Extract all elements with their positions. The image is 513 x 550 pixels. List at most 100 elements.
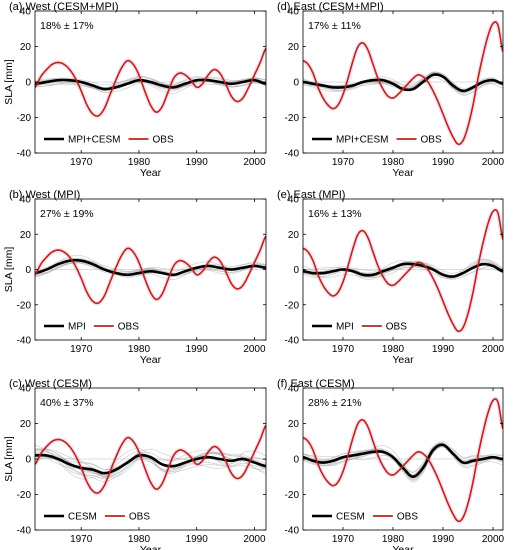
legend: MPI OBS (309, 317, 437, 334)
y-tick-label: 0 (293, 78, 299, 89)
legend-label-model: MPI (68, 322, 86, 333)
y-tick-label: -20 (17, 113, 32, 124)
ensemble-member-line (303, 445, 503, 477)
x-tick-label: 2000 (243, 344, 266, 355)
panel-c: 1970 1980 1990 2000 -40 -20 0 20 40 Year SLA [mm] (… (3, 378, 267, 550)
y-tick-label: -20 (17, 490, 32, 501)
x-tick-label: 2000 (243, 534, 266, 545)
panel-b: 1970 1980 1990 2000 -40 -20 0 20 40 Year SLA [mm] (… (3, 189, 267, 366)
y-axis-label: SLA [mm] (3, 436, 15, 482)
x-tick-label: 1970 (70, 534, 93, 545)
series-line-cesm (35, 453, 266, 475)
ensemble-member-line (303, 72, 503, 96)
legend-label-obs: OBS (421, 135, 442, 146)
series-line-cesm (303, 443, 503, 479)
x-tick-label: 1990 (186, 534, 209, 545)
y-tick-label: -20 (17, 300, 32, 311)
panel-title: (f) East (CESM) (277, 378, 355, 390)
x-axis-label: Year (392, 167, 414, 179)
x-tick-label: 1970 (70, 344, 93, 355)
y-tick-label: 40 (288, 384, 300, 395)
x-tick-label: 1980 (382, 344, 405, 355)
series-line-obs (303, 398, 503, 523)
series-line-obs (35, 47, 266, 117)
x-tick-label: 1990 (432, 157, 455, 168)
y-tick-label: 40 (20, 384, 32, 395)
obs-halo (303, 19, 503, 147)
series-line-mpi-cesm (35, 78, 266, 91)
legend-label-obs: OBS (397, 512, 418, 523)
y-tick-label: -40 (17, 336, 32, 347)
panel-d: 1970 1980 1990 2000 -40 -20 0 20 40 Year (d) East … (277, 1, 505, 179)
y-tick-label: 40 (288, 7, 300, 18)
y-tick-label: 0 (25, 265, 31, 276)
variance-annotation: 28% ± 21% (308, 397, 362, 409)
legend: CESM OBS (41, 507, 169, 524)
x-axis-label: Year (392, 354, 414, 366)
ensemble-member-line (35, 255, 266, 280)
x-axis-label: Year (140, 167, 162, 179)
panel-title: (c) West (CESM) (9, 378, 92, 390)
series-line-mpi (303, 262, 503, 278)
plot-area (303, 207, 503, 334)
x-tick-label: 1990 (186, 157, 209, 168)
x-tick-label: 1980 (382, 157, 405, 168)
y-tick-label: 0 (293, 455, 299, 466)
y-tick-label: 40 (288, 195, 300, 206)
y-tick-label: -40 (285, 336, 300, 347)
y-tick-label: -40 (285, 526, 300, 537)
plot-area (35, 47, 266, 119)
x-tick-label: 1980 (128, 344, 151, 355)
legend: MPI+CESM OBS (309, 130, 442, 147)
panel-title: (a) West (CESM+MPI) (9, 1, 119, 13)
legend-label-model: MPI+CESM (336, 135, 389, 146)
x-axis-label: Year (392, 544, 414, 550)
x-tick-label: 1990 (432, 534, 455, 545)
x-tick-label: 2000 (243, 157, 266, 168)
legend: MPI+CESM OBS (41, 130, 174, 147)
y-tick-label: -20 (285, 490, 300, 501)
y-tick-label: -40 (285, 149, 300, 160)
legend: CESM OBS (309, 507, 437, 524)
ensemble-member-line (303, 258, 503, 278)
y-tick-label: 20 (20, 419, 32, 430)
panel-title: (b) West (MPI) (9, 189, 80, 201)
y-tick-label: -40 (17, 149, 32, 160)
y-axis-label: SLA [mm] (3, 59, 15, 105)
legend-label-obs: OBS (129, 512, 150, 523)
panel-e: 1970 1980 1990 2000 -40 -20 0 20 40 Year (e) East … (277, 189, 505, 366)
y-tick-label: 0 (293, 265, 299, 276)
plot-area (35, 424, 266, 496)
ensemble-member-line (35, 452, 266, 471)
x-tick-label: 1970 (70, 157, 93, 168)
plot-area (303, 19, 503, 147)
x-tick-label: 1980 (382, 534, 405, 545)
y-tick-label: -40 (17, 526, 32, 537)
x-tick-label: 1970 (332, 344, 355, 355)
series-line-obs (303, 21, 503, 146)
legend-label-obs: OBS (153, 135, 174, 146)
y-tick-label: -20 (285, 113, 300, 124)
x-tick-label: 1990 (186, 344, 209, 355)
series-line-obs (35, 424, 266, 494)
x-tick-label: 1970 (332, 157, 355, 168)
variance-annotation: 16% ± 13% (308, 208, 362, 220)
plot-area (303, 396, 503, 524)
legend-label-obs: OBS (386, 322, 407, 333)
y-tick-label: 20 (20, 42, 32, 53)
x-tick-label: 1970 (332, 534, 355, 545)
y-tick-label: 20 (288, 230, 300, 241)
legend-label-model: CESM (336, 512, 365, 523)
series-line-obs (35, 235, 266, 305)
y-axis-label: SLA [mm] (3, 247, 15, 293)
y-tick-label: 20 (20, 230, 32, 241)
legend-label-model: CESM (68, 512, 97, 523)
x-tick-label: 1980 (128, 157, 151, 168)
y-tick-label: 0 (25, 455, 31, 466)
x-tick-label: 2000 (482, 344, 505, 355)
x-axis-label: Year (140, 544, 162, 550)
panel-f: 1970 1980 1990 2000 -40 -20 0 20 40 Year (f) East … (277, 378, 505, 550)
legend-label-model: MPI+CESM (68, 135, 121, 146)
series-line-mpi (35, 258, 266, 277)
y-tick-label: -20 (285, 300, 300, 311)
